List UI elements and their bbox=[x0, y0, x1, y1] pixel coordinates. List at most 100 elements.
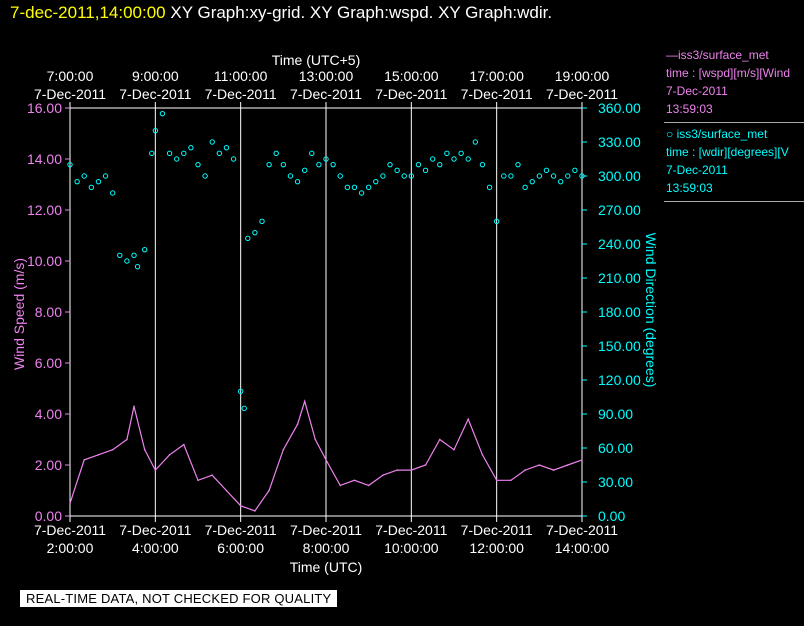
wind-speed-point bbox=[495, 479, 498, 482]
wind-direction-point bbox=[216, 150, 223, 157]
wind-direction-point bbox=[365, 184, 372, 191]
wind-direction-point bbox=[141, 246, 148, 253]
wind-direction-point bbox=[444, 150, 450, 157]
wind-speed-point bbox=[154, 469, 157, 471]
wind-direction-point bbox=[501, 173, 507, 179]
legend-entry-wspd: —iss3/surface_met time : [wspd][m/s][Win… bbox=[664, 44, 804, 123]
y-tick-label: 6.00 bbox=[35, 355, 62, 371]
wind-direction-point bbox=[330, 161, 336, 168]
wind-speed-point bbox=[367, 484, 370, 487]
x-tick-label-date: 7-Dec-2011 bbox=[461, 522, 533, 538]
wind-direction-point bbox=[493, 218, 500, 225]
wind-direction-point bbox=[188, 144, 194, 151]
x-tick-label-time: 8:00:00 bbox=[303, 540, 350, 556]
wind-speed-point bbox=[168, 454, 171, 456]
wind-direction-point bbox=[323, 156, 329, 162]
x-tick-label-time: 4:00:00 bbox=[132, 540, 179, 556]
wind-direction-point bbox=[550, 173, 557, 179]
wind-direction-point bbox=[152, 127, 159, 134]
wind-direction-point bbox=[358, 190, 365, 196]
wind-direction-point bbox=[230, 156, 237, 162]
wind-direction-point bbox=[245, 235, 251, 242]
wind-speed-point bbox=[552, 469, 555, 471]
wind-direction-point bbox=[124, 258, 130, 264]
y2-tick-label: 150.00 bbox=[598, 338, 641, 354]
wind-direction-point bbox=[259, 218, 265, 225]
wind-direction-point bbox=[134, 263, 141, 270]
wind-direction-point bbox=[465, 156, 471, 162]
wind-direction-point bbox=[394, 167, 400, 174]
wind-speed-point bbox=[143, 448, 146, 451]
wind-speed-point bbox=[182, 443, 185, 446]
y2-tick-label: 330.00 bbox=[598, 134, 641, 150]
wind-speed-point bbox=[566, 464, 569, 466]
wind-speed-point bbox=[353, 479, 356, 482]
x-tick-label-date: 7-Dec-2011 bbox=[205, 522, 277, 538]
wind-speed-point bbox=[538, 464, 541, 466]
wind-speed-point bbox=[314, 438, 317, 441]
wind-direction-point bbox=[301, 167, 308, 174]
wind-speed-point bbox=[424, 464, 427, 466]
legend-wdir-field: time : [wdir][degrees][V bbox=[666, 145, 789, 159]
wind-direction-point bbox=[202, 173, 208, 179]
top-x-tick-label-time: 9:00:00 bbox=[132, 68, 179, 84]
wind-direction-point bbox=[74, 178, 80, 185]
x-tick-label-date: 7-Dec-2011 bbox=[375, 522, 447, 538]
wind-direction-point bbox=[458, 150, 464, 157]
series bbox=[67, 110, 585, 512]
top-x-tick-label-date: 7-Dec-2011 bbox=[375, 86, 447, 102]
wind-direction-point bbox=[173, 156, 180, 162]
wind-speed-point bbox=[126, 438, 128, 441]
y2-tick-label: 60.00 bbox=[598, 440, 633, 456]
wind-speed-point bbox=[69, 502, 71, 505]
wind-speed-point bbox=[133, 405, 135, 408]
wind-direction-point bbox=[565, 173, 571, 179]
wind-direction-point bbox=[131, 252, 137, 259]
wind-speed-point bbox=[197, 479, 199, 482]
wind-speed-point bbox=[282, 448, 285, 451]
wind-speed-point bbox=[239, 505, 242, 507]
top-x-tick-label-time: 7:00:00 bbox=[47, 68, 94, 84]
wind-direction-point bbox=[109, 190, 116, 196]
wind-speed-point bbox=[268, 489, 270, 492]
wind-direction-point bbox=[543, 167, 550, 174]
legend-wspd-time: 13:59:03 bbox=[666, 102, 713, 116]
top-x-tick-label-date: 7-Dec-2011 bbox=[205, 86, 277, 102]
wind-direction-point bbox=[266, 161, 272, 168]
legend-entry-wdir: ○ iss3/surface_met time : [wdir][degrees… bbox=[664, 123, 804, 202]
header-timestamp: 7-dec-2011,14:00:00 bbox=[10, 3, 166, 22]
x-tick-label-time: 10:00:00 bbox=[384, 540, 439, 556]
legend-wdir-date: 7-Dec-2011 bbox=[666, 163, 728, 177]
wind-speed-point bbox=[325, 459, 327, 461]
y2-tick-label: 30.00 bbox=[598, 474, 633, 490]
wind-speed-point bbox=[111, 448, 114, 451]
wind-speed-point bbox=[339, 484, 342, 487]
y-tick-label: 10.00 bbox=[27, 253, 62, 269]
y-tick-label: 8.00 bbox=[35, 304, 62, 320]
wind-direction-point bbox=[508, 173, 514, 179]
wind-direction-point bbox=[166, 150, 173, 157]
y2-tick-label: 270.00 bbox=[598, 202, 641, 218]
header-graph-titles: XY Graph:xy-grid. XY Graph:wspd. XY Grap… bbox=[170, 3, 553, 22]
wind-direction-point bbox=[209, 139, 215, 145]
legend-wspd-date: 7-Dec-2011 bbox=[666, 84, 728, 98]
wind-speed-point bbox=[254, 510, 256, 512]
wind-direction-point bbox=[195, 161, 201, 168]
wind-direction-point bbox=[437, 161, 443, 168]
wind-direction-point bbox=[67, 161, 73, 168]
x-tick-label-date: 7-Dec-2011 bbox=[290, 522, 362, 538]
wind-direction-point bbox=[472, 139, 479, 145]
wind-speed-point bbox=[97, 454, 100, 456]
wind-direction-point bbox=[451, 156, 457, 162]
chart-header: 7-dec-2011,14:00:00 XY Graph:xy-grid. XY… bbox=[10, 0, 552, 26]
wind-direction-point bbox=[515, 161, 521, 168]
wind-speed-point bbox=[510, 479, 512, 482]
wind-direction-point bbox=[387, 161, 393, 168]
wind-direction-point bbox=[287, 173, 294, 179]
wind-direction-point bbox=[223, 144, 230, 151]
wind-direction-point bbox=[309, 150, 315, 157]
x-tick-label-time: 6:00:00 bbox=[217, 540, 264, 556]
quality-warning-banner: REAL-TIME DATA, NOT CHECKED FOR QUALITY bbox=[20, 590, 338, 607]
top-x-tick-label-time: 15:00:00 bbox=[384, 68, 439, 84]
y-tick-label: 0.00 bbox=[35, 508, 62, 524]
